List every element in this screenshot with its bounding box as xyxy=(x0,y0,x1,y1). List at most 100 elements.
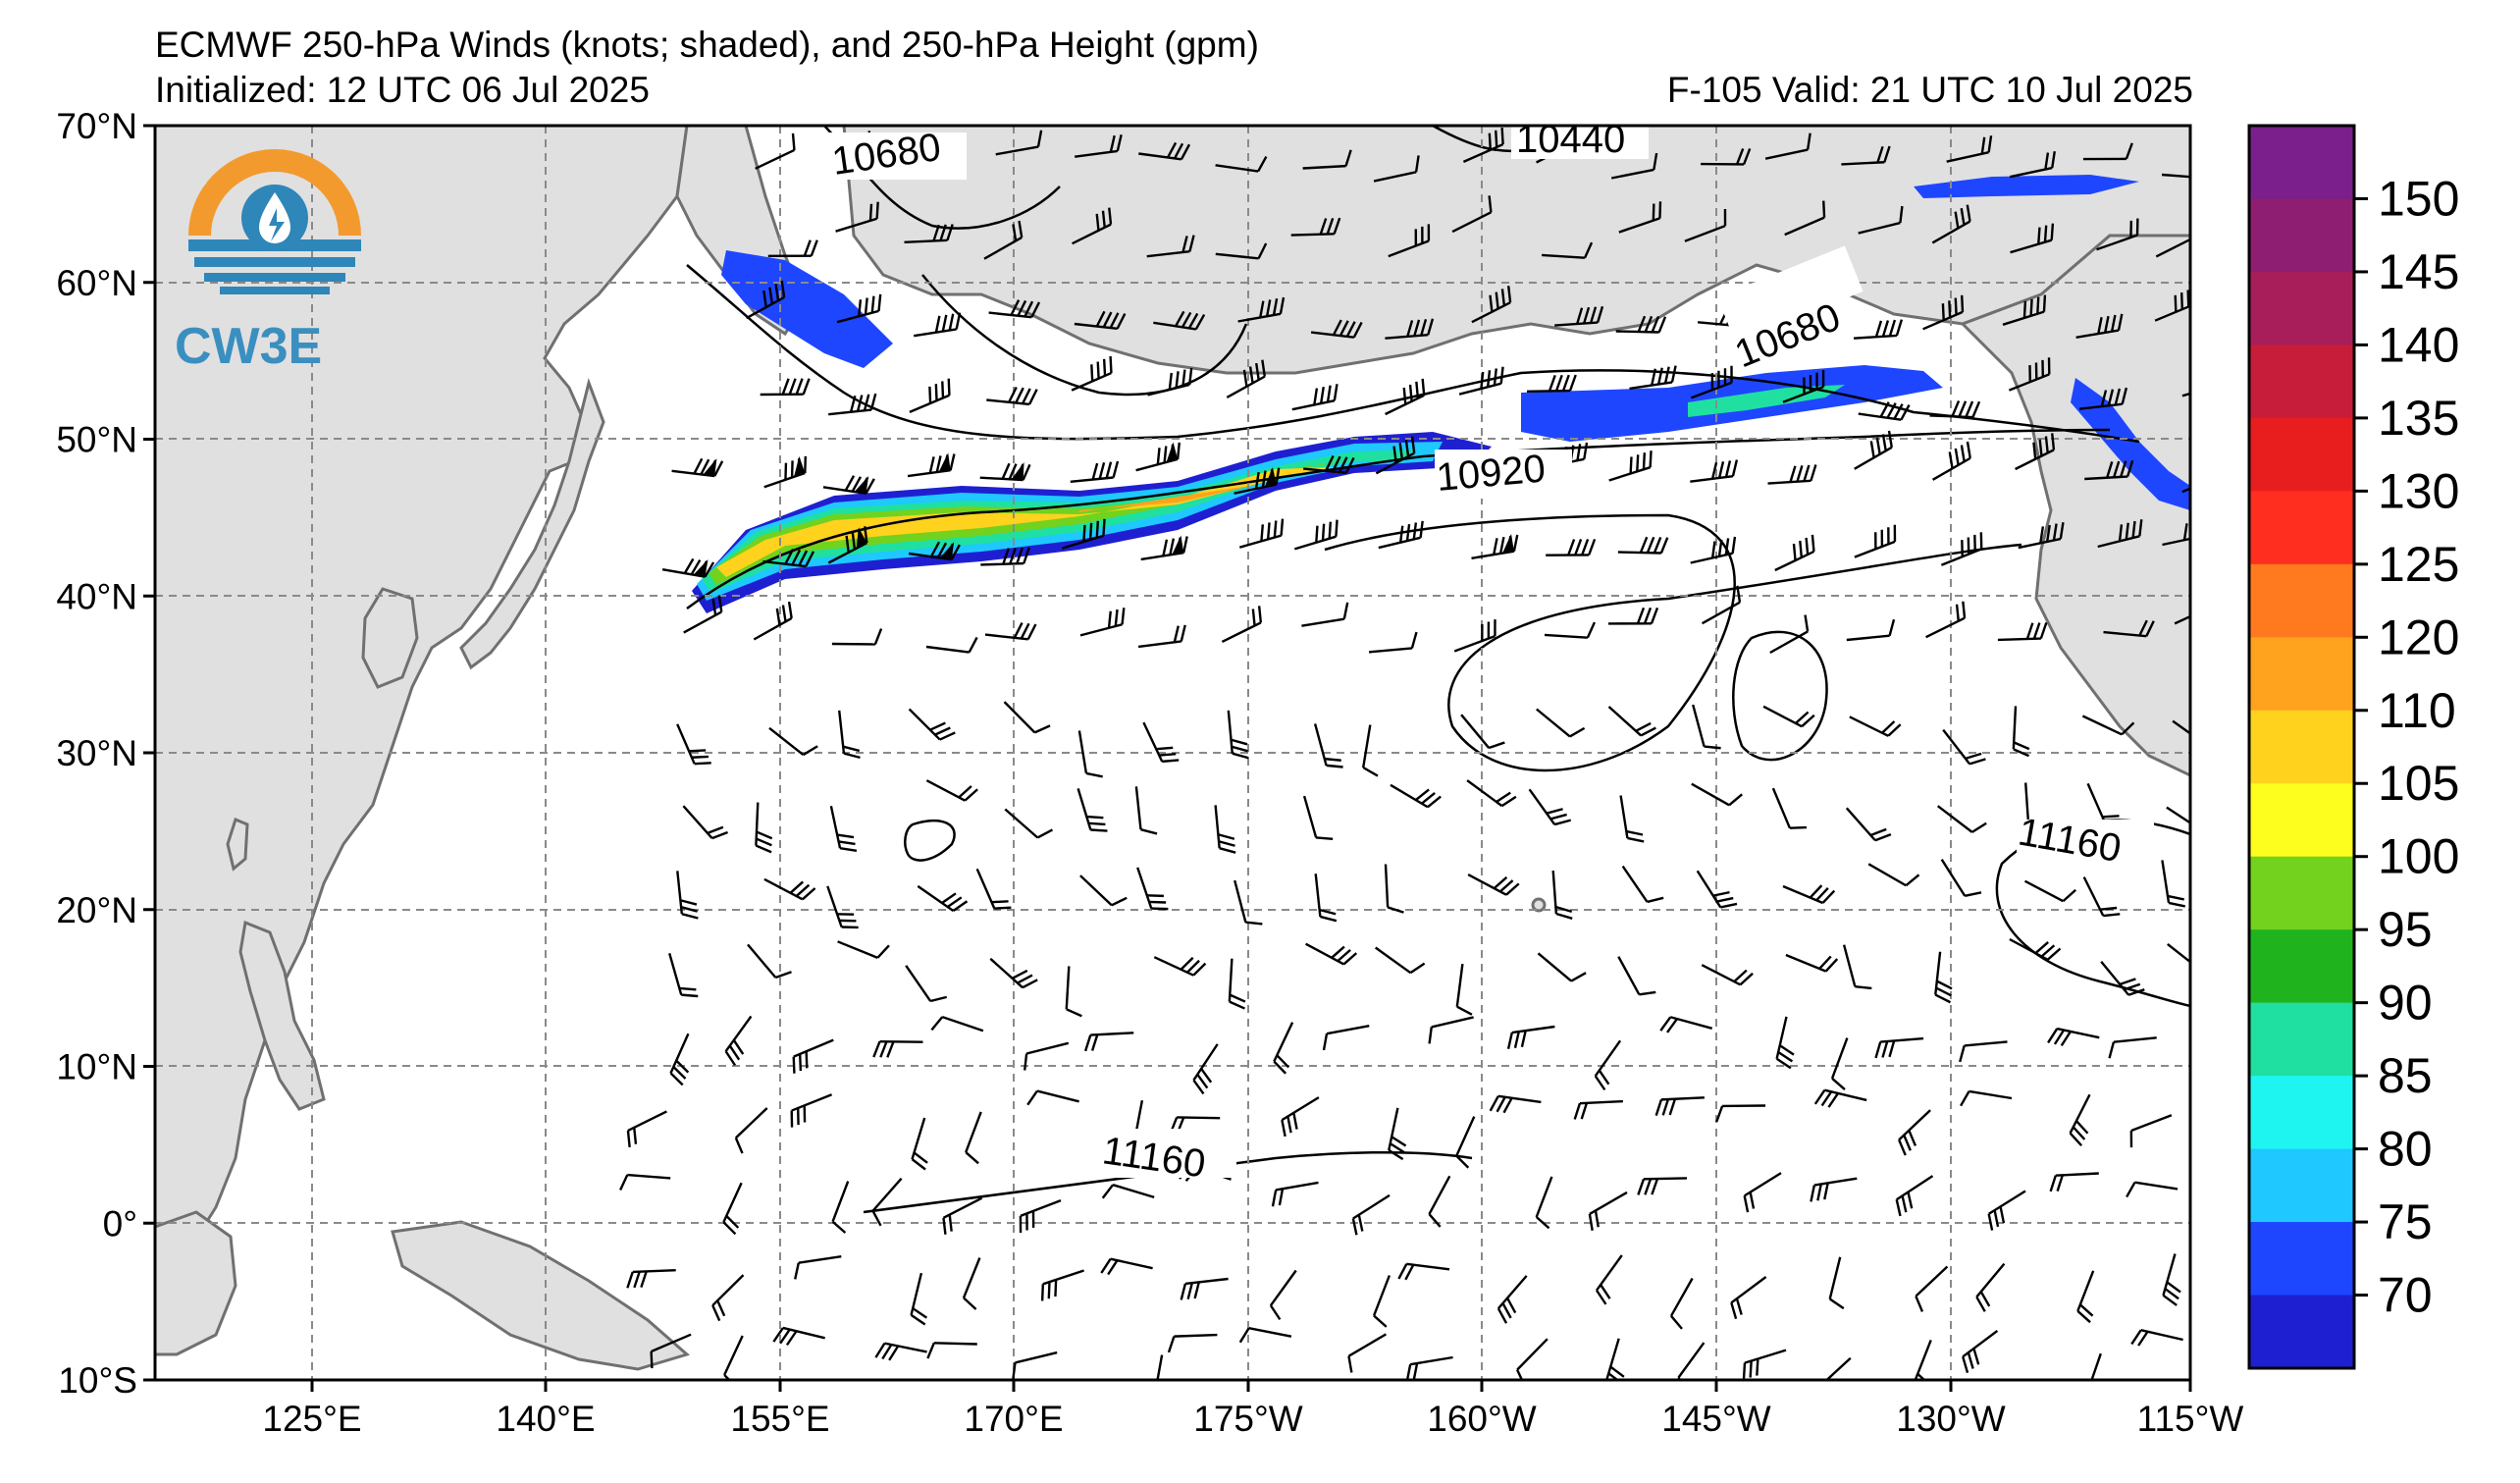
wind-barb xyxy=(2130,1329,2183,1347)
wind-barb xyxy=(1934,951,1953,1004)
wind-barb xyxy=(907,452,956,478)
colorbar-label: 145 xyxy=(2378,244,2459,299)
wind-barb xyxy=(909,378,951,414)
wind-barb xyxy=(1305,942,1358,966)
wind-barb xyxy=(1828,1256,1845,1310)
wind-barb xyxy=(1100,1257,1153,1276)
wind-barb xyxy=(1347,1333,1388,1373)
wind-barb xyxy=(1546,538,1597,556)
contour-labels: 10680 10440 10680 10920 11160 11160 xyxy=(829,116,2154,1187)
lat-label: 60°N xyxy=(56,263,137,303)
wind-barb xyxy=(1079,874,1128,907)
wind-barb xyxy=(925,779,978,802)
wind-barb xyxy=(965,1111,982,1165)
wind-barb xyxy=(682,805,728,840)
wind-barb xyxy=(2162,521,2190,547)
wind-barb xyxy=(762,548,815,568)
wind-barb xyxy=(1942,728,1986,766)
wind-barb xyxy=(1618,201,1662,234)
colorbar-label: 105 xyxy=(2378,756,2459,811)
wind-barb xyxy=(1849,715,1902,737)
wind-barb xyxy=(1769,614,1810,655)
wind-barb xyxy=(1375,436,1416,475)
wind-barb xyxy=(1785,953,1839,973)
wind-barb xyxy=(2084,459,2134,481)
wind-barb xyxy=(1026,1089,1079,1106)
colorbar-segment xyxy=(2249,710,2354,784)
jet-bering xyxy=(721,250,893,368)
wind-barb xyxy=(1853,319,1904,340)
wind-barb xyxy=(2069,1093,2091,1146)
wind-barb xyxy=(1775,1016,1795,1070)
wind-barb xyxy=(1390,783,1442,809)
wind-barb xyxy=(1607,607,1659,625)
valid-time: F-105 Valid: 21 UTC 10 Jul 2025 xyxy=(1666,70,2193,110)
wind-barb xyxy=(988,299,1041,319)
hawaii-island xyxy=(1531,897,1547,913)
wind-barb xyxy=(2023,879,2077,903)
wind-barb xyxy=(1238,1326,1292,1344)
wind-barb xyxy=(874,1342,927,1361)
wind-barb xyxy=(1077,730,1103,778)
wind-barb xyxy=(1271,1181,1319,1207)
wind-barb xyxy=(1290,217,1341,237)
wind-barb xyxy=(1940,532,1983,566)
wind-barb xyxy=(1767,464,1817,485)
wind-barb xyxy=(1451,195,1493,234)
wind-barb xyxy=(989,957,1038,989)
wind-barb xyxy=(908,708,956,741)
wind-barb xyxy=(1373,155,1420,183)
wind-barb xyxy=(904,224,954,243)
wind-barb xyxy=(1301,602,1349,627)
wind-barb xyxy=(2162,1253,2181,1306)
wind-barb xyxy=(1453,619,1496,653)
wind-barb xyxy=(753,601,793,641)
wind-barb xyxy=(1730,1276,1767,1320)
wind-barb xyxy=(1898,1109,1931,1156)
colorbar-segment xyxy=(2249,563,2354,638)
wind-barb xyxy=(2002,294,2047,326)
wind-barb xyxy=(1135,442,1181,472)
asia-landmass xyxy=(155,126,689,1307)
wind-barb xyxy=(1810,1177,1858,1202)
wind-barb xyxy=(1537,952,1587,982)
wind-barb xyxy=(828,393,877,416)
logo-wave-stripe-icon xyxy=(204,273,345,282)
wind-barb xyxy=(1895,1175,1934,1217)
wind-barb xyxy=(1931,204,1971,244)
wind-barb xyxy=(911,1117,928,1171)
wind-barb xyxy=(1975,1262,2006,1312)
wind-barb xyxy=(831,1181,850,1234)
wind-barb xyxy=(926,1342,977,1359)
wind-barb xyxy=(711,1274,745,1322)
wind-barb xyxy=(827,526,868,564)
wind-barb xyxy=(1940,859,1982,898)
wind-barb xyxy=(1595,1254,1623,1305)
wind-barb xyxy=(2018,521,2065,550)
wind-barb xyxy=(1962,1329,1999,1374)
wind-barb xyxy=(984,622,1037,641)
wind-barb xyxy=(1388,224,1431,258)
wind-barb xyxy=(1554,305,1604,327)
wind-barb xyxy=(1076,788,1108,832)
wind-barb xyxy=(1615,315,1667,334)
wind-barb xyxy=(2009,150,2056,179)
wind-barb xyxy=(1397,1262,1450,1281)
wind-barb xyxy=(1929,400,1981,419)
lat-label: 10°S xyxy=(58,1360,137,1401)
wind-barb xyxy=(1385,378,1426,416)
lon-label: 160°W xyxy=(1427,1399,1537,1439)
wind-barb xyxy=(661,557,715,578)
wind-barb xyxy=(1405,1355,1453,1380)
wind-barb xyxy=(1137,624,1186,649)
wind-barb xyxy=(1619,795,1645,843)
wind-barb xyxy=(1024,1041,1070,1071)
wind-barb xyxy=(1528,788,1572,826)
wind-barb xyxy=(1138,141,1191,161)
wind-barb xyxy=(671,457,724,478)
wind-barb xyxy=(831,628,883,646)
wind-barb xyxy=(1273,1022,1294,1075)
wind-barb xyxy=(908,541,961,561)
wind-barb xyxy=(1455,1116,1476,1169)
lat-label: 40°N xyxy=(56,576,137,616)
